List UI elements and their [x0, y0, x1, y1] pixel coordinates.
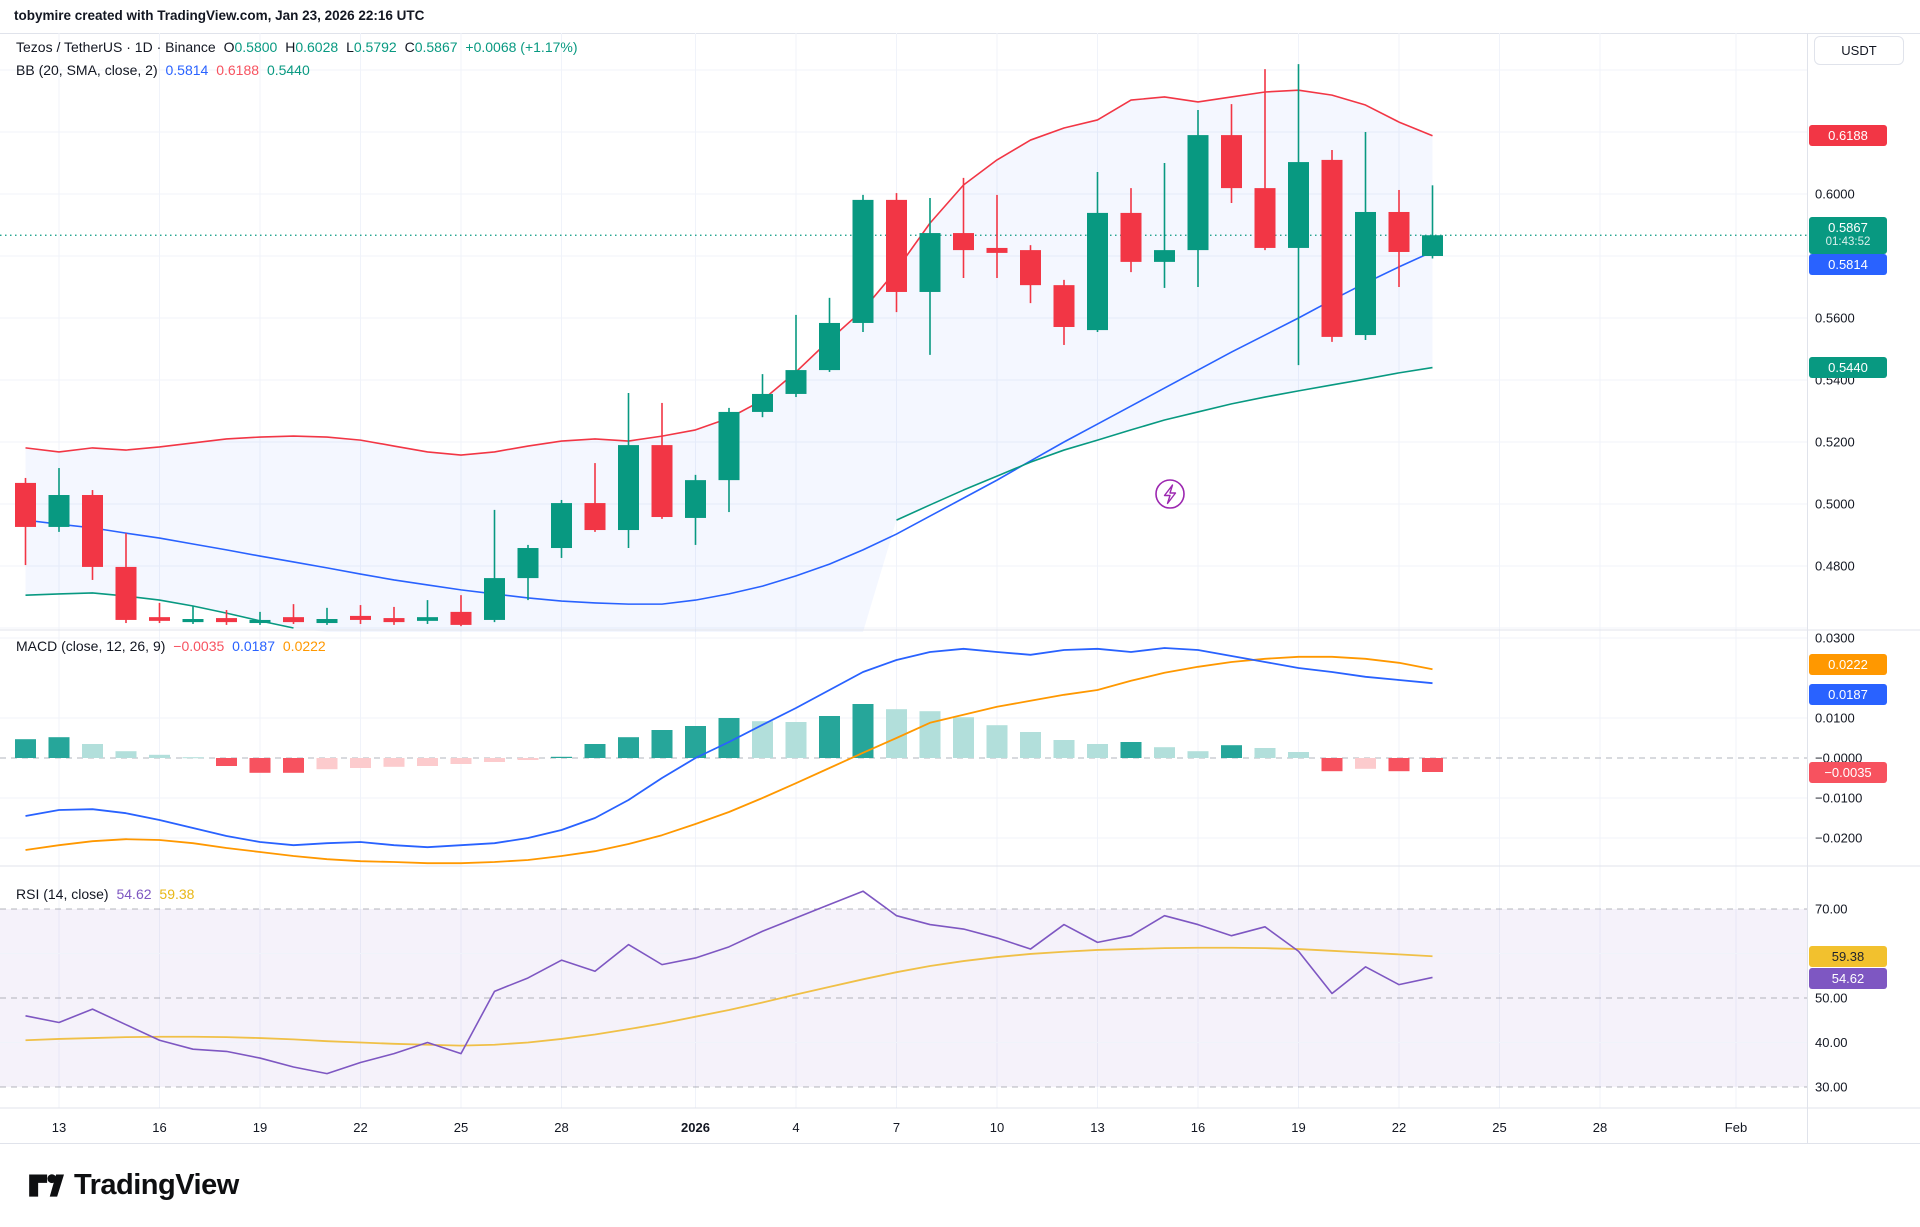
bb-upper-badge: 0.6188	[1809, 125, 1887, 147]
macd-label[interactable]: MACD (close, 12, 26, 9)	[16, 638, 166, 654]
rsi-legend: RSI (14, close) 54.62 59.38	[16, 886, 198, 902]
symbol-legend: Tezos / TetherUS · 1D · Binance O0.5800 …	[16, 39, 582, 55]
svg-text:22: 22	[353, 1120, 367, 1135]
svg-text:13: 13	[1090, 1120, 1104, 1135]
macd-line-value: 0.0187	[232, 638, 275, 654]
svg-text:−0.0200: −0.0200	[1815, 831, 1862, 846]
svg-text:0.0300: 0.0300	[1815, 631, 1855, 646]
macd-signal-badge: 0.0222	[1809, 653, 1887, 675]
ohlc-open-label: O	[223, 39, 235, 55]
svg-text:28: 28	[1593, 1120, 1607, 1135]
bb-legend: BB (20, SMA, close, 2) 0.5814 0.6188 0.5…	[16, 62, 314, 78]
quick-trade-icon	[1155, 479, 1185, 509]
time-scale-border[interactable]	[0, 1143, 1920, 1144]
bb-lower-badge: 0.5440	[1809, 357, 1887, 379]
svg-text:19: 19	[253, 1120, 267, 1135]
svg-text:4: 4	[792, 1120, 799, 1135]
svg-text:Feb: Feb	[1725, 1120, 1747, 1135]
header-divider	[0, 33, 1920, 34]
svg-text:50.00: 50.00	[1815, 991, 1848, 1006]
svg-text:7: 7	[893, 1120, 900, 1135]
macd-legend: MACD (close, 12, 26, 9) −0.0035 0.0187 0…	[16, 638, 330, 654]
svg-text:−0.0000: −0.0000	[1815, 751, 1862, 766]
macd-signal-value: 0.0222	[282, 638, 326, 654]
ohlc-low-label: L	[346, 39, 354, 55]
bb-basis-badge: 0.5814	[1809, 254, 1887, 276]
svg-text:25: 25	[454, 1120, 468, 1135]
bb-label[interactable]: BB (20, SMA, close, 2)	[16, 62, 158, 78]
bb-basis-value: 0.5814	[165, 62, 209, 78]
svg-text:25: 25	[1492, 1120, 1506, 1135]
svg-text:16: 16	[152, 1120, 166, 1135]
svg-text:0.6000: 0.6000	[1815, 187, 1855, 202]
currency-toggle-button[interactable]: USDT	[1814, 36, 1904, 65]
svg-text:2026: 2026	[681, 1120, 710, 1135]
svg-text:22: 22	[1392, 1120, 1406, 1135]
ohlc-close-label: C	[404, 39, 415, 55]
svg-text:19: 19	[1291, 1120, 1305, 1135]
ohlc-open-value: 0.5800	[234, 39, 278, 55]
svg-text:28: 28	[554, 1120, 568, 1135]
tradingview-logo-text: TradingView	[74, 1168, 239, 1201]
rsi-value: 54.62	[116, 886, 152, 902]
change-value: +0.0068 (+1.17%)	[465, 39, 578, 55]
tradingview-logo-icon	[29, 1174, 64, 1197]
svg-text:0.5000: 0.5000	[1815, 497, 1855, 512]
macd-hist-value: −0.0035	[173, 638, 225, 654]
macd-hist-badge: −0.0035	[1809, 762, 1887, 783]
bar-countdown: 01:43:52	[1825, 235, 1871, 248]
macd-line-badge: 0.0187	[1809, 683, 1887, 705]
price-scale-border[interactable]	[1807, 33, 1808, 1143]
attribution-text: tobymire created with TradingView.com, J…	[14, 8, 425, 23]
rsi-ma-badge: 59.38	[1809, 945, 1887, 967]
svg-text:0.5600: 0.5600	[1815, 311, 1855, 326]
svg-text:10: 10	[990, 1120, 1004, 1135]
svg-text:13: 13	[52, 1120, 66, 1135]
bb-lower-value: 0.5440	[266, 62, 310, 78]
ohlc-high-label: H	[285, 39, 296, 55]
svg-text:40.00: 40.00	[1815, 1035, 1848, 1050]
bb-upper-value: 0.6188	[216, 62, 260, 78]
svg-text:−0.0100: −0.0100	[1815, 791, 1862, 806]
svg-text:0.0100: 0.0100	[1815, 711, 1855, 726]
svg-text:0.5200: 0.5200	[1815, 435, 1855, 450]
svg-text:0.4800: 0.4800	[1815, 559, 1855, 574]
ohlc-low-value: 0.5792	[353, 39, 397, 55]
svg-text:70.00: 70.00	[1815, 902, 1848, 917]
rsi-value-badge: 54.62	[1809, 968, 1887, 990]
last-price-value: 0.5867	[1828, 219, 1868, 235]
rsi-ma-value: 59.38	[159, 886, 195, 902]
symbol-title[interactable]: Tezos / TetherUS · 1D · Binance	[16, 39, 216, 55]
ohlc-high-value: 0.6028	[295, 39, 339, 55]
tradingview-logo[interactable]: TradingView	[26, 1166, 239, 1204]
rsi-label[interactable]: RSI (14, close)	[16, 886, 109, 902]
ohlc-close-value: 0.5867	[414, 39, 458, 55]
svg-text:30.00: 30.00	[1815, 1080, 1848, 1095]
svg-text:16: 16	[1191, 1120, 1205, 1135]
last-price-badge: 0.5867 01:43:52	[1809, 216, 1887, 254]
